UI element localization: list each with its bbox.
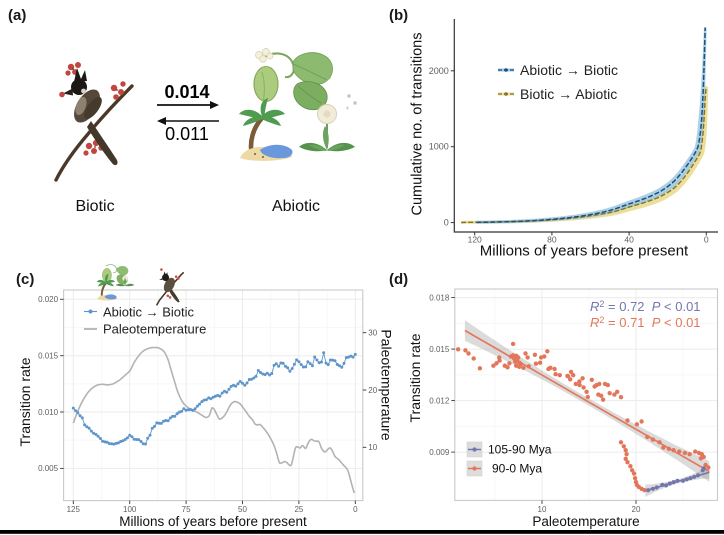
svg-text:Paleotemperature: Paleotemperature	[532, 514, 639, 529]
svg-text:0.010: 0.010	[38, 408, 59, 417]
svg-text:20: 20	[632, 505, 641, 514]
svg-text:0: 0	[353, 505, 358, 514]
svg-text:Abiotic → Biotic: Abiotic → Biotic	[520, 62, 618, 78]
svg-text:0.005: 0.005	[38, 464, 59, 473]
svg-text:100: 100	[123, 505, 137, 514]
svg-text:Abiotic → Biotic: Abiotic → Biotic	[103, 305, 195, 320]
svg-text:105-90 Mya: 105-90 Mya	[488, 443, 552, 457]
svg-text:120: 120	[468, 234, 482, 244]
svg-text:(d): (d)	[389, 271, 408, 288]
svg-text:Biotic: Biotic	[75, 198, 114, 215]
svg-text:Transition rate: Transition rate	[17, 357, 33, 446]
svg-text:0.020: 0.020	[38, 295, 59, 304]
svg-text:Biotic → Abiotic: Biotic → Abiotic	[520, 86, 617, 102]
svg-text:30: 30	[368, 329, 377, 338]
svg-text:80: 80	[547, 234, 557, 244]
svg-text:10: 10	[538, 505, 547, 514]
svg-text:10: 10	[368, 443, 377, 452]
svg-text:(a): (a)	[8, 7, 26, 24]
svg-text:0.015: 0.015	[38, 352, 59, 361]
svg-text:90-0 Mya: 90-0 Mya	[492, 462, 542, 476]
svg-text:R2 = 0.72 P < 0.01: R2 = 0.72 P < 0.01	[590, 299, 701, 314]
svg-text:50: 50	[238, 505, 247, 514]
svg-text:Millions of years before prese: Millions of years before present	[480, 243, 689, 260]
svg-text:40: 40	[624, 234, 634, 244]
svg-text:Cumulative no. of transitions: Cumulative no. of transitions	[410, 33, 426, 216]
svg-text:(c): (c)	[16, 271, 34, 288]
svg-text:0.014: 0.014	[164, 82, 209, 102]
svg-text:20: 20	[368, 386, 377, 395]
svg-text:1000: 1000	[429, 142, 449, 152]
svg-text:25: 25	[294, 505, 303, 514]
svg-text:125: 125	[67, 505, 81, 514]
svg-text:0.012: 0.012	[429, 396, 450, 405]
svg-text:2000: 2000	[429, 66, 449, 76]
svg-text:Paleotemperature: Paleotemperature	[379, 329, 395, 441]
svg-text:Millions of years before prese: Millions of years before present	[119, 514, 307, 529]
svg-text:75: 75	[182, 505, 191, 514]
svg-text:0.009: 0.009	[429, 448, 450, 457]
svg-text:(b): (b)	[389, 7, 408, 24]
svg-text:Paleotemperature: Paleotemperature	[103, 322, 206, 337]
svg-text:0.015: 0.015	[429, 345, 450, 354]
svg-text:0.011: 0.011	[165, 124, 209, 144]
svg-text:Abiotic: Abiotic	[272, 198, 320, 215]
svg-text:0: 0	[704, 234, 709, 244]
svg-text:Transition rate: Transition rate	[407, 333, 423, 422]
svg-text:R2 = 0.71 P < 0.01: R2 = 0.71 P < 0.01	[590, 315, 701, 330]
svg-text:0: 0	[444, 218, 449, 228]
svg-text:0.018: 0.018	[429, 293, 450, 302]
